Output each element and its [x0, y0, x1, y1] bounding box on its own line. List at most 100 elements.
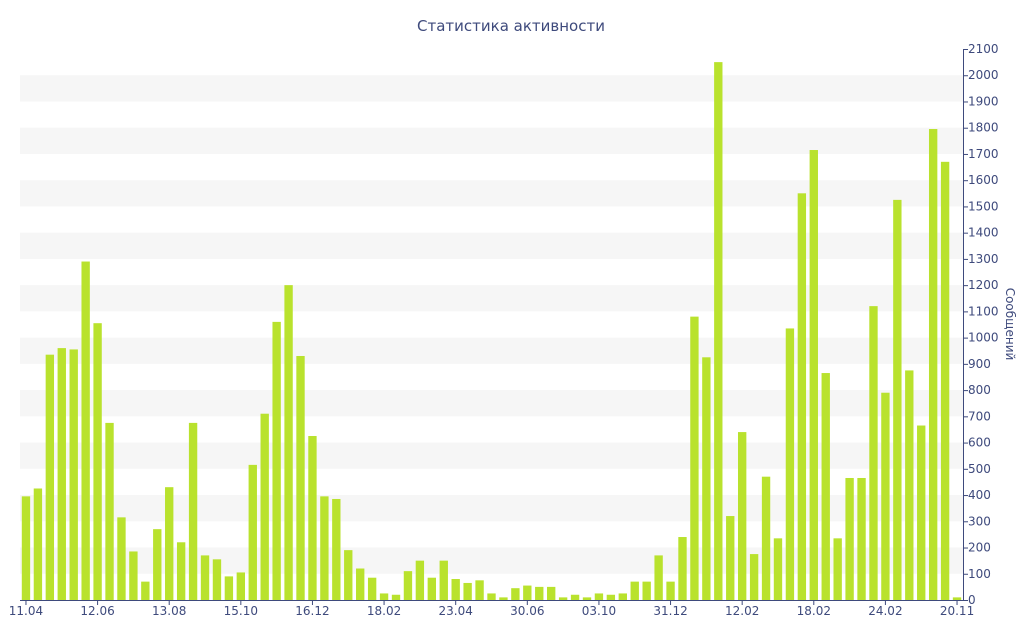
y-tick-label: 1700	[968, 147, 999, 161]
y-tick-label: 300	[968, 514, 991, 528]
bar	[320, 496, 329, 600]
bar	[690, 316, 699, 600]
bar	[153, 529, 162, 600]
bar	[356, 568, 365, 600]
bar	[940, 161, 950, 600]
y-tick-label: 1900	[968, 94, 999, 108]
bar	[547, 586, 556, 600]
y-tick-label: 0	[968, 593, 976, 607]
bar	[594, 593, 604, 600]
bar	[761, 476, 771, 600]
bar	[821, 373, 830, 600]
bar	[678, 537, 687, 600]
bar	[260, 413, 269, 600]
x-tick-label: 18.02	[367, 604, 401, 618]
bar	[558, 597, 568, 600]
grid-band	[20, 337, 963, 364]
y-tick-label: 1100	[968, 304, 999, 318]
bar	[415, 560, 425, 600]
bar	[582, 597, 592, 600]
x-tick-label: 12.06	[80, 604, 114, 618]
bar	[451, 579, 460, 600]
bar	[463, 582, 472, 600]
bar	[869, 306, 878, 600]
bar	[535, 586, 544, 600]
bar	[117, 517, 126, 600]
x-tick-label: 11.04	[9, 604, 43, 618]
bar	[654, 555, 663, 600]
y-tick-label: 800	[968, 383, 991, 397]
y-tick-label: 100	[968, 567, 991, 581]
bar	[666, 581, 675, 600]
bar	[391, 594, 401, 600]
x-tick-label: 03.10	[582, 604, 616, 618]
bar	[499, 597, 508, 600]
x-axis-ticks: 11.04 12.06 13.08 15.10 16.12 18.02 23.04 30.06…	[9, 600, 974, 618]
bar	[81, 261, 90, 600]
y-tick-label: 600	[968, 436, 991, 450]
y-tick-label: 700	[968, 409, 991, 423]
bar	[773, 538, 783, 600]
bar	[857, 477, 866, 600]
bar	[33, 488, 43, 600]
x-tick-label: 31.12	[653, 604, 687, 618]
bar	[523, 585, 532, 600]
bar	[797, 193, 807, 600]
x-tick-label: 30.06	[510, 604, 544, 618]
y-tick-label: 2000	[968, 68, 999, 82]
bar-series	[21, 62, 962, 601]
grid-band	[20, 127, 963, 154]
bar	[165, 487, 174, 600]
bar	[344, 550, 353, 600]
bar	[606, 594, 616, 600]
bar	[93, 323, 102, 600]
x-tick-label: 15.10	[224, 604, 258, 618]
y-tick-label: 2100	[968, 42, 999, 56]
y-tick-label: 1600	[968, 173, 999, 187]
y-tick-label: 900	[968, 357, 991, 371]
bar	[845, 477, 854, 600]
bar	[893, 199, 902, 600]
bar	[642, 581, 651, 600]
y-axis-label: Сообщений	[1003, 288, 1017, 361]
bar	[308, 436, 317, 600]
bar	[749, 554, 759, 600]
bar	[332, 498, 341, 600]
bar	[224, 576, 234, 600]
y-tick-label: 500	[968, 462, 991, 476]
y-tick-label: 1200	[968, 278, 999, 292]
y-tick-label: 400	[968, 488, 991, 502]
bar	[905, 370, 914, 600]
bar	[296, 355, 305, 600]
bar	[809, 150, 818, 600]
bar	[379, 593, 389, 600]
y-tick-label: 1000	[968, 331, 999, 345]
bar	[212, 559, 222, 600]
y-tick-label: 200	[968, 541, 991, 555]
grid-band	[20, 232, 963, 259]
bar	[367, 577, 377, 600]
bar	[45, 354, 55, 600]
y-axis-ticks: 0 100 200 300 400 500 600 700 800 900 1000 1100 1200…	[963, 42, 999, 607]
bar	[785, 328, 795, 600]
grid-band	[20, 285, 963, 312]
bar	[248, 464, 257, 600]
bar	[618, 593, 627, 600]
bar	[702, 357, 711, 600]
bar	[475, 580, 484, 600]
x-tick-label: 18.02	[797, 604, 831, 618]
y-tick-label: 1300	[968, 252, 999, 266]
bar	[57, 348, 66, 600]
x-tick-label: 24.02	[868, 604, 902, 618]
bar	[188, 422, 198, 600]
bar	[511, 588, 520, 600]
y-tick-label: 1800	[968, 121, 999, 135]
bar	[176, 542, 186, 600]
bar	[236, 572, 246, 600]
bar	[917, 425, 926, 600]
x-tick-label: 16.12	[295, 604, 329, 618]
bar	[630, 581, 639, 600]
bar	[403, 571, 413, 600]
bar	[570, 594, 580, 600]
